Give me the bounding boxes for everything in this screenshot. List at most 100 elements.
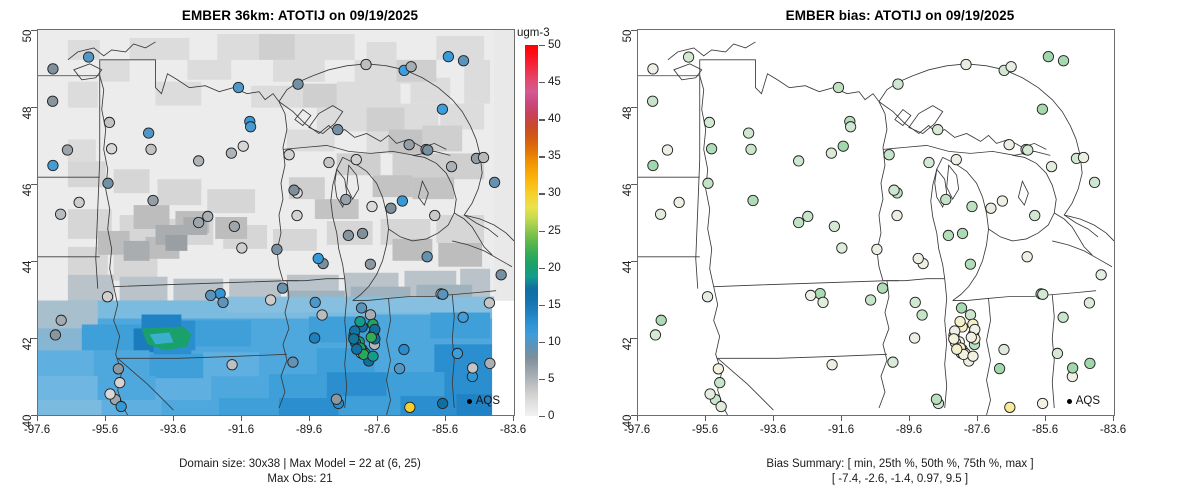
panel-model: EMBER 36km: ATOTIJ on 09/19/2025 (22, 8, 561, 485)
ytick-label: 46 (22, 183, 34, 197)
observation-marker (1021, 251, 1033, 263)
model-map-svg (38, 30, 514, 415)
observation-marker (405, 61, 417, 73)
observation-marker (429, 209, 441, 222)
observation-marker (966, 200, 978, 213)
colorbar-tick-label: 20 (548, 261, 561, 274)
observation-marker (996, 195, 1008, 207)
observation-marker (477, 151, 490, 164)
x-axis-model: -97.6 -95.6 -93.6 -91.6 -89.6 -87.6 -85.… (24, 416, 526, 442)
observation-marker (367, 350, 379, 362)
observation-marker (837, 140, 849, 152)
observation-marker (1036, 397, 1049, 410)
colorbar-tick-label: 15 (548, 298, 561, 311)
observation-marker (364, 258, 377, 270)
observation-marker (244, 121, 257, 133)
observation-marker (49, 329, 62, 341)
observation-marker (1051, 347, 1064, 360)
colorbar-tick (539, 341, 545, 344)
observation-marker (495, 269, 507, 281)
observation-marker (102, 177, 114, 189)
observation-marker (1057, 55, 1070, 67)
observation-marker (47, 63, 59, 75)
colorbar-tick (539, 230, 545, 232)
observation-marker (743, 127, 755, 139)
observation-marker (312, 252, 324, 265)
observation-marker (342, 229, 355, 242)
xtick-label: -83.6 (499, 424, 527, 436)
observation-markers (47, 51, 507, 413)
observation-markers (647, 51, 1107, 413)
observation-marker (61, 144, 74, 156)
observation-marker (826, 359, 838, 371)
observation-marker (276, 282, 289, 294)
colorbar-tick (539, 193, 545, 195)
observation-marker (965, 331, 977, 343)
observation-marker (1077, 151, 1090, 164)
observation-marker (225, 147, 238, 159)
observation-marker (1042, 51, 1055, 63)
observation-marker (340, 193, 352, 206)
observation-marker (1088, 176, 1101, 189)
xtick-label: -95.6 (691, 424, 719, 436)
xtick-label: -85.6 (431, 424, 459, 436)
observation-marker (442, 51, 455, 63)
observation-marker (993, 363, 1006, 375)
observation-marker (288, 184, 300, 196)
observation-marker (703, 116, 716, 129)
colorbar-tick-label: 35 (548, 150, 561, 163)
bias-map-plot: AQS (637, 29, 1115, 416)
x-axis-bias: -97.6 -95.6 -93.6 -91.6 -89.6 -87.6 -85.… (624, 416, 1126, 442)
ytick-label: 50 (622, 29, 634, 43)
xtick-label: -97.6 (23, 424, 51, 436)
observation-marker (366, 200, 378, 213)
observation-marker (351, 343, 363, 355)
observation-marker (105, 143, 118, 155)
xtick-label: -87.6 (963, 424, 991, 436)
observation-marker (649, 329, 662, 341)
observation-marker (114, 377, 126, 389)
observation-marker (101, 291, 114, 303)
observation-marker (365, 331, 377, 343)
observation-marker (1029, 209, 1041, 222)
observation-marker (1095, 269, 1107, 281)
ytick-label: 44 (622, 260, 634, 274)
aqs-dot-icon (466, 398, 472, 404)
observation-marker (47, 95, 59, 107)
observation-marker (330, 393, 343, 405)
observation-marker (436, 103, 449, 115)
ytick-label: 42 (622, 337, 634, 351)
xtick-label: -83.6 (1099, 424, 1127, 436)
panel-title-bias: EMBER bias: ATOTIJ on 09/19/2025 (785, 8, 1015, 23)
observation-marker (932, 124, 944, 136)
observation-marker (283, 149, 295, 161)
observation-marker (1003, 139, 1015, 151)
observation-marker (364, 309, 377, 321)
ytick-label: 40 (22, 414, 34, 428)
colorbar-tick (539, 378, 545, 381)
colorbar-tick (539, 156, 545, 158)
observation-marker (436, 397, 449, 410)
observation-marker (1045, 160, 1058, 173)
observation-marker (291, 209, 303, 222)
observation-marker (745, 143, 757, 156)
colorbar-tick-label: 10 (548, 335, 561, 348)
observation-marker (940, 193, 952, 206)
colorbar-tick-label: 40 (548, 113, 561, 126)
ytick-label: 48 (22, 106, 34, 120)
ytick-label: 46 (622, 183, 634, 197)
observation-marker (948, 333, 960, 345)
xtick-label: -93.6 (159, 424, 187, 436)
observation-marker (404, 401, 416, 413)
colorbar-unit-model: ugm-3 (517, 27, 550, 39)
ytick-label: 48 (622, 106, 634, 120)
observation-marker (192, 155, 205, 167)
aqs-legend-bias: AQS (1066, 395, 1100, 407)
colorbar-tick-label: 45 (548, 76, 561, 89)
observation-marker (287, 356, 299, 368)
observation-marker (871, 243, 883, 255)
observation-marker (316, 309, 328, 321)
observation-marker (891, 209, 903, 222)
colorbar-tick (539, 45, 545, 47)
observation-marker (385, 202, 397, 214)
